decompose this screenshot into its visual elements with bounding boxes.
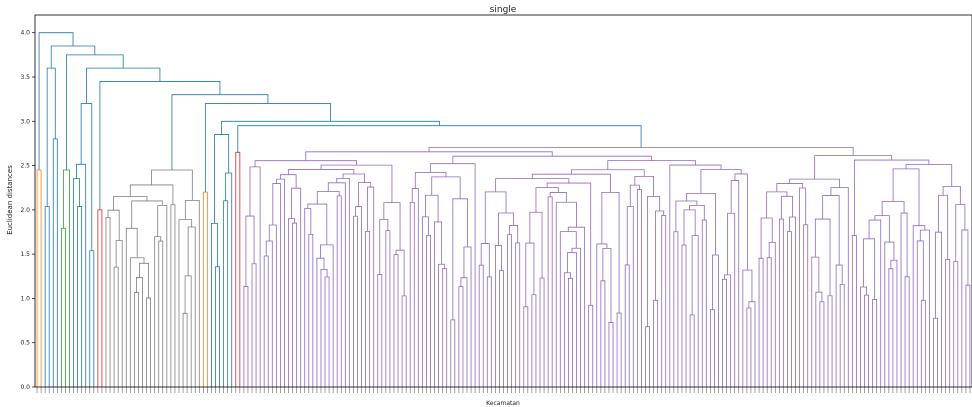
y-axis-label: Euclidean distances: [6, 165, 14, 235]
y-tick-label: 2.5: [20, 163, 30, 170]
x-axis-label: Kecamatan: [486, 400, 520, 407]
chart-title: single: [490, 5, 517, 15]
plot-frame: [34, 14, 972, 388]
dendrogram-link: [38, 32, 74, 170]
y-tick-label: 3.0: [20, 118, 30, 125]
x-axis-ticks: [36, 387, 971, 393]
y-tick-label: 0.0: [20, 384, 30, 391]
y-tick-label: 2.0: [20, 207, 30, 214]
y-tick-label: 0.5: [20, 340, 30, 347]
y-tick-label: 1.5: [20, 251, 30, 258]
y-tick-label: 1.0: [20, 295, 30, 302]
y-tick-label: 3.5: [20, 74, 30, 81]
y-tick-label: 4.0: [20, 30, 30, 37]
dendrogram-links: [36, 32, 971, 387]
y-axis: 0.0 0.5 1.0 1.5 2.0 2.5 3.0 3.5 4.0: [20, 30, 35, 391]
